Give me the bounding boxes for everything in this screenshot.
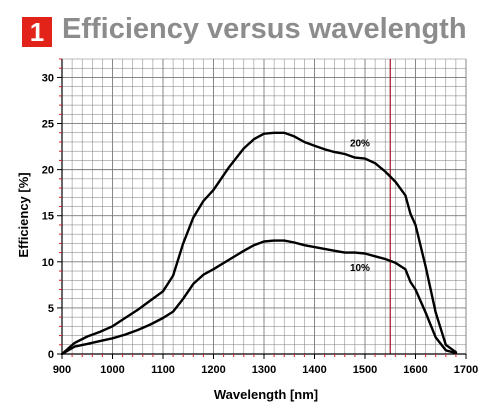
x-tick-label: 1100 <box>151 364 175 376</box>
y-tick-label: 20 <box>42 165 54 177</box>
y-axis-label: Efficiency [%] <box>16 172 31 257</box>
y-tick-label: 25 <box>42 119 54 131</box>
series-labels: 20% 10% <box>350 139 370 274</box>
series-label-1: 20% <box>350 139 370 150</box>
x-tick-labels: 900 1000 1100 1200 1300 1400 1500 1600 1700 <box>53 364 478 376</box>
x-tick-label: 1200 <box>201 364 225 376</box>
y-tick-label: 30 <box>42 72 54 84</box>
efficiency-curves <box>60 131 458 356</box>
x-tick-label: 1500 <box>353 364 377 376</box>
y-tick-label: 5 <box>48 303 54 315</box>
x-tick-label: 1400 <box>302 364 326 376</box>
x-tick-label: 1700 <box>454 364 478 376</box>
y-tick-labels: 0 5 10 15 20 25 30 <box>42 72 54 361</box>
section-number-badge: 1 <box>22 17 52 47</box>
series-label-2: 10% <box>350 263 370 274</box>
x-axis-label: Wavelength [nm] <box>214 387 318 402</box>
series-line-2 <box>60 239 458 356</box>
y-tick-label: 0 <box>48 349 54 361</box>
x-tick-label: 1000 <box>100 364 124 376</box>
chart-title: Efficiency versus wavelength <box>62 13 467 45</box>
y-tick-label: 10 <box>42 257 54 269</box>
series-line-1 <box>60 131 458 356</box>
axes-frame <box>57 58 467 359</box>
x-tick-label: 1600 <box>403 364 427 376</box>
x-tick-label: 900 <box>53 364 71 376</box>
x-tick-label: 1300 <box>252 364 276 376</box>
major-gridlines <box>61 59 467 355</box>
y-tick-label: 15 <box>42 211 54 223</box>
